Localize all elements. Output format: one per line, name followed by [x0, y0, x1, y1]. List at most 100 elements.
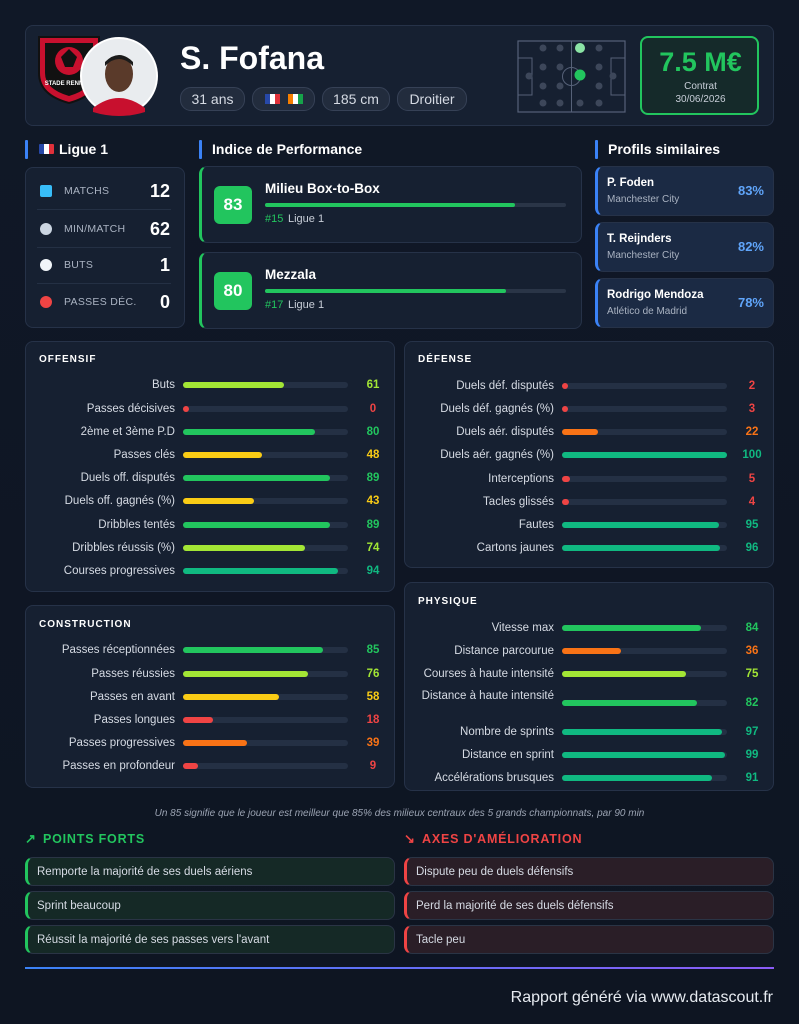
metric-track — [562, 406, 727, 412]
stat-label: PASSES DÉC. — [64, 296, 137, 308]
similar-score: 82% — [737, 239, 764, 254]
section-title: DÉFENSE — [418, 354, 473, 365]
metric-label: Duels aér. gagnés (%) — [440, 449, 554, 461]
metric-label: Interceptions — [488, 473, 554, 485]
metric-label: Dribbles réussis (%) — [72, 542, 175, 554]
player-name: S. Fofana — [180, 40, 325, 76]
metric-bar — [562, 406, 568, 412]
nationality-chip — [252, 87, 315, 111]
metric-label: Passes en avant — [89, 691, 175, 703]
similar-score: 83% — [737, 183, 764, 198]
metric-value: 100 — [742, 449, 762, 461]
metric-value: 3 — [748, 403, 756, 415]
similar-card — [595, 166, 774, 216]
role-score: 80 — [214, 272, 252, 310]
stat-label: MATCHS — [64, 185, 110, 197]
metric-track — [183, 717, 348, 723]
league-title: Ligue 1 — [59, 141, 109, 157]
role-league: Ligue 1 — [288, 213, 325, 225]
metric-bar — [183, 522, 330, 528]
metric-bar — [183, 406, 189, 412]
flags — [265, 94, 303, 104]
similar-card — [595, 222, 774, 272]
metric-label: Passes clés — [113, 449, 175, 461]
footer-text: Rapport généré via www.datascout.fr — [510, 989, 773, 1006]
height-chip: 185 cm — [322, 87, 390, 111]
metric-bar — [562, 499, 569, 505]
role-bar — [265, 203, 515, 207]
stat-divider — [37, 247, 171, 248]
metric-value: 0 — [369, 403, 377, 415]
role-rank: #17 — [265, 299, 284, 311]
metric-bar — [183, 475, 330, 481]
metric-value: 82 — [745, 697, 759, 709]
contract-end: 30/06/2026 — [675, 94, 726, 105]
metric-label: Passes progressives — [68, 737, 175, 749]
similar-card — [595, 278, 774, 328]
metric-label: Distance à haute intensité — [421, 690, 554, 702]
metric-label: Nombre de sprints — [460, 726, 554, 738]
metric-bar — [562, 452, 727, 458]
metric-value: 36 — [745, 645, 759, 657]
metric-value: 18 — [366, 714, 380, 726]
metric-value: 85 — [366, 644, 380, 656]
role-name: Mezzala — [265, 267, 317, 282]
footer-rule — [25, 967, 774, 969]
role-rank: #15 — [265, 213, 284, 225]
metric-label: Fautes — [518, 519, 554, 531]
metric-value: 94 — [366, 565, 380, 577]
metric-bar — [183, 647, 324, 653]
improvements-title: AXES D'AMÉLIORATION — [422, 832, 583, 846]
metric-value: 91 — [745, 772, 759, 784]
metric-label: Cartons jaunes — [476, 542, 554, 554]
market-value: 7.5 M€ — [659, 47, 742, 77]
role-league: Ligue 1 — [288, 299, 325, 311]
pitch-position — [517, 40, 626, 113]
metric-label: Vitesse max — [491, 622, 554, 634]
strengths-text: Réussit la majorité de ses passes vers l… — [37, 933, 270, 946]
improvements-item — [404, 857, 774, 886]
metric-value: 5 — [748, 473, 756, 485]
heading-accent — [199, 140, 202, 159]
metric-track — [183, 763, 348, 769]
metric-label: Courses à haute intensité — [423, 668, 554, 680]
contract-label: Contrat — [684, 81, 717, 92]
metric-label: Duels déf. gagnés (%) — [440, 403, 554, 415]
similar-score: 78% — [737, 295, 764, 310]
foot-chip: Droitier — [397, 87, 467, 111]
strengths-item — [25, 857, 395, 886]
metric-bar — [183, 429, 315, 435]
metric-label: Accélérations brusques — [434, 772, 554, 784]
value-box — [640, 36, 759, 115]
metric-track — [183, 406, 348, 412]
metric-track — [183, 740, 348, 746]
player-photo — [80, 37, 158, 116]
metric-bar — [183, 694, 279, 700]
metric-bar — [562, 429, 599, 435]
improvements-item — [404, 891, 774, 920]
metric-label: 2ème et 3ème P.D — [80, 426, 175, 438]
similar-title: Profils similaires — [608, 141, 721, 157]
similar-name: T. Reijnders — [607, 233, 672, 245]
strengths-item — [25, 925, 395, 954]
metric-value: 76 — [366, 668, 380, 680]
metric-value: 80 — [366, 426, 380, 438]
metric-bar — [562, 545, 721, 551]
metric-bar — [562, 476, 571, 482]
metric-value: 48 — [366, 449, 380, 461]
metric-label: Duels aér. disputés — [456, 426, 554, 438]
stat-value: 1 — [159, 255, 170, 275]
metric-value: 22 — [745, 426, 759, 438]
improvements-text: Dispute peu de duels défensifs — [416, 865, 574, 878]
metric-value: 84 — [745, 622, 759, 634]
metric-value: 75 — [745, 668, 759, 680]
metric-label: Distance parcourue — [454, 645, 554, 657]
metric-value: 43 — [366, 495, 380, 507]
metric-track — [183, 452, 348, 458]
metric-bar — [562, 671, 686, 677]
similar-name: P. Foden — [607, 177, 655, 189]
similar-club: Manchester City — [607, 250, 680, 261]
metric-value: 97 — [745, 726, 759, 738]
improvements-text: Perd la majorité de ses duels défensifs — [416, 899, 614, 912]
metric-track — [183, 498, 348, 504]
